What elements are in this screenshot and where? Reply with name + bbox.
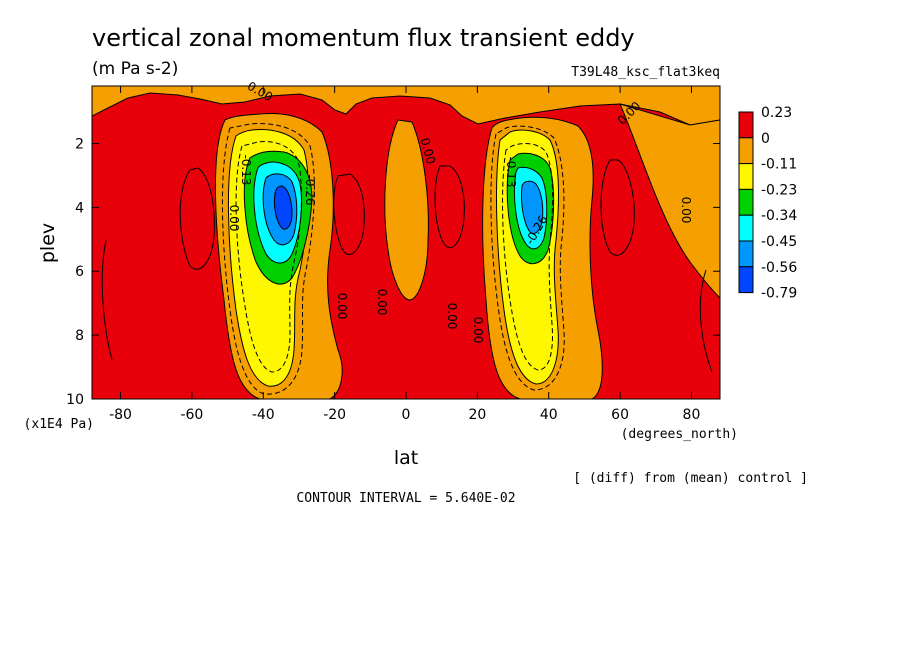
colorbar-label-2: -0.11	[761, 157, 797, 173]
colorbar-swatch-6	[738, 266, 754, 294]
plot-area	[92, 86, 720, 399]
colorbar-swatch-2	[738, 163, 754, 190]
colorbar-label-6: -0.56	[761, 260, 797, 276]
dashed-contours	[221, 123, 565, 395]
blue-north-cell	[521, 180, 544, 235]
chart-units: (m Pa s-2)	[92, 59, 178, 79]
contour-label-1: 0.00	[227, 205, 241, 232]
x-tick-label-3: -20	[323, 407, 346, 423]
contour-label-6: 0.00	[375, 289, 389, 316]
x-tick-label-1: -60	[180, 407, 203, 423]
colorbar: 0.23 0 -0.11 -0.23 -0.34 -0.45 -0.56 -0.79	[738, 105, 797, 302]
y-tick-label-2: 6	[75, 264, 84, 280]
x-axis-label: lat	[394, 447, 418, 469]
x-tick-label-7: 60	[611, 407, 629, 423]
contour-label-8: 0.00	[471, 317, 485, 344]
y-tick-label-1: 4	[75, 200, 84, 216]
contour-label-10: -0.13	[504, 156, 518, 187]
colorbar-label-0: 0.23	[761, 105, 792, 121]
comparison-note: [ (diff) from (mean) control ]	[573, 471, 808, 486]
contour-labels: 0.000.000.000.000.000.00 0.000.000.00-0.1…	[227, 79, 693, 344]
solid-contours	[101, 159, 713, 373]
experiment-label: T39L48_ksc_flat3keq	[571, 65, 720, 80]
contour-label-7: 0.00	[445, 303, 459, 330]
x-tick-label-6: 40	[540, 407, 558, 423]
y-tick-labels: 2 4 6 8 10	[66, 136, 84, 408]
chart-title: vertical zonal momentum flux transient e…	[92, 24, 635, 52]
colorbar-label-1: 0	[761, 131, 770, 147]
contour-interval: CONTOUR INTERVAL = 5.640E-02	[296, 491, 515, 506]
x-tick-label-4: 0	[402, 407, 411, 423]
contour-label-3: 0.00	[679, 197, 693, 224]
colorbar-label-5: -0.45	[761, 234, 797, 250]
axis-ticks	[92, 86, 720, 400]
x-tick-label-8: 80	[683, 407, 701, 423]
contour-label-5: 0.00	[335, 293, 349, 320]
colorbar-swatch-5	[738, 240, 754, 268]
colorbar-swatch-1	[738, 137, 754, 165]
orange-central-tongue	[384, 119, 429, 301]
contour-label-9: -0.13	[239, 154, 253, 185]
y-tick-label-0: 2	[75, 136, 84, 152]
x-tick-label-2: -40	[252, 407, 275, 423]
colorbar-label-3: -0.23	[761, 182, 797, 198]
colorbar-label-7: -0.79	[761, 286, 797, 302]
y-tick-label-3: 8	[75, 328, 84, 344]
x-tick-label-0: -80	[109, 407, 132, 423]
contour-label-4: 0.00	[418, 136, 438, 165]
contour-label-11: -0.26	[303, 174, 317, 205]
y-axis-label: plev	[37, 223, 59, 263]
x-tick-labels: -80 -60 -40 -20 0 20 40 60 80	[109, 407, 700, 423]
colorbar-label-4: -0.34	[761, 208, 797, 224]
x-tick-label-5: 20	[468, 407, 486, 423]
y-tick-label-4: 10	[66, 392, 84, 408]
x-axis-units: (degrees_north)	[621, 427, 738, 442]
orange-top-band	[92, 86, 720, 126]
colorbar-swatch-4	[738, 214, 754, 242]
darkblue-south-core	[273, 185, 293, 230]
colorbar-swatch-0	[738, 111, 754, 139]
y-axis-units: (x1E4 Pa)	[24, 417, 94, 432]
colorbar-swatch-3	[738, 188, 754, 216]
orange-east-cell	[619, 103, 720, 299]
